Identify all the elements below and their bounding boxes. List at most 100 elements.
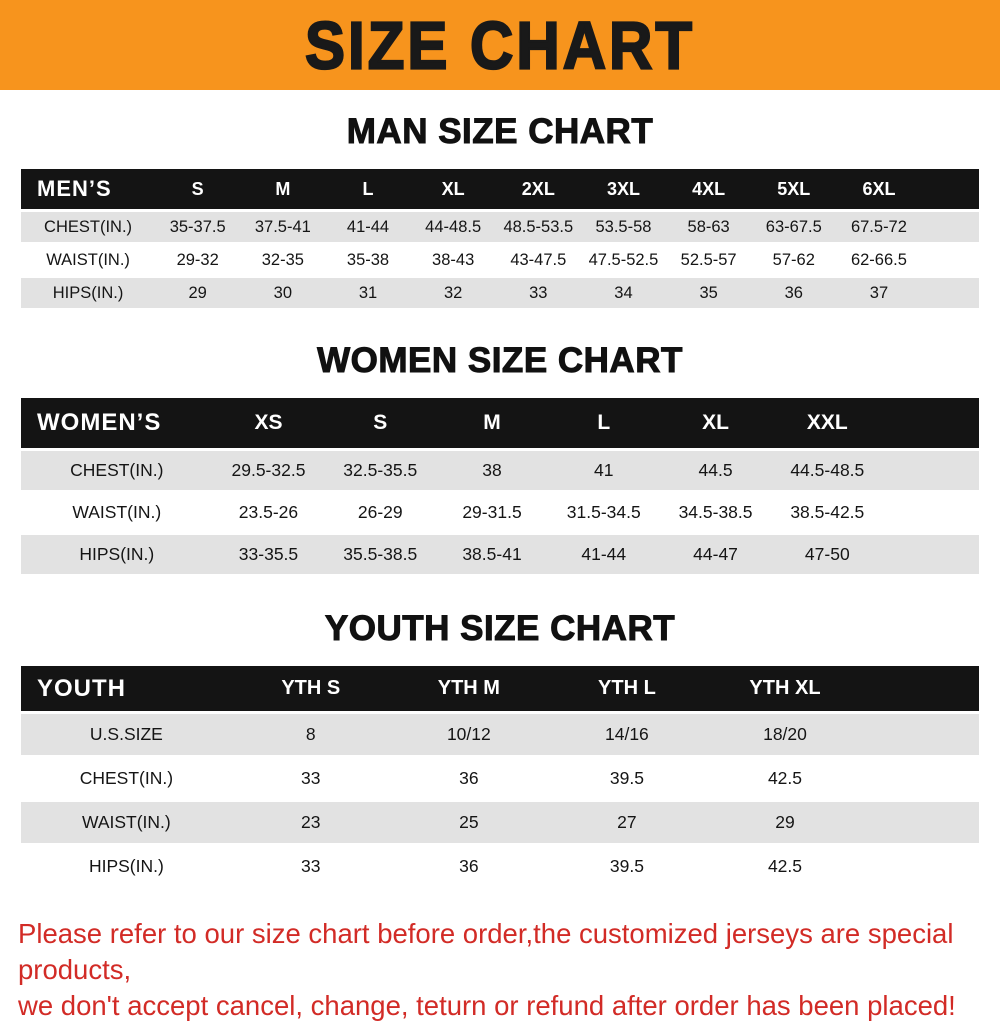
size-cell: 39.5 [548,846,706,887]
size-cell: 30 [240,278,325,308]
spacer-cell [922,212,979,242]
size-cell: 26-29 [324,493,436,532]
size-column-header: 5XL [751,169,836,209]
size-column-header: L [548,398,660,448]
size-column-header: S [324,398,436,448]
size-cell: 35 [666,278,751,308]
footer-line-2: we don't accept cancel, change, teturn o… [18,988,1000,1023]
size-cell: 33 [232,758,390,799]
spacer-cell [922,245,979,275]
women-section-heading: WOMEN SIZE CHART [0,341,1000,381]
size-column-header: YTH L [548,666,706,711]
size-column-header: YTH M [390,666,548,711]
size-cell: 32 [411,278,496,308]
page-title: SIZE CHART [305,6,695,83]
size-cell: 44.5 [660,451,772,490]
size-cell: 29-32 [155,245,240,275]
size-cell: 29.5-32.5 [213,451,325,490]
size-column-header: 6XL [836,169,921,209]
size-cell: 35-38 [325,245,410,275]
size-cell: 67.5-72 [836,212,921,242]
size-cell: 44-48.5 [411,212,496,242]
size-column-header: 3XL [581,169,666,209]
size-cell: 29 [706,802,864,843]
row-label: CHEST(IN.) [21,451,213,490]
size-cell: 41 [548,451,660,490]
size-cell: 39.5 [548,758,706,799]
spacer-cell [864,846,979,887]
size-cell: 37 [836,278,921,308]
size-cell: 47.5-52.5 [581,245,666,275]
size-cell: 25 [390,802,548,843]
table-corner-label: WOMEN’S [21,398,213,448]
size-cell: 35-37.5 [155,212,240,242]
banner: SIZE CHART [0,0,1000,90]
spacer-cell [864,802,979,843]
size-cell: 36 [751,278,836,308]
size-column-header: YTH S [232,666,390,711]
size-cell: 37.5-41 [240,212,325,242]
row-label: WAIST(IN.) [21,245,155,275]
size-column-header: XL [660,398,772,448]
size-column-header: XS [213,398,325,448]
row-label: HIPS(IN.) [21,278,155,308]
size-cell: 38.5-41 [436,535,548,574]
size-cell: 52.5-57 [666,245,751,275]
size-cell: 33 [496,278,581,308]
size-cell: 41-44 [325,212,410,242]
men-section-heading: MAN SIZE CHART [0,112,1000,152]
size-cell: 57-62 [751,245,836,275]
size-cell: 58-63 [666,212,751,242]
size-cell: 23.5-26 [213,493,325,532]
size-cell: 29 [155,278,240,308]
row-label: WAIST(IN.) [21,802,232,843]
size-column-header: 4XL [666,169,751,209]
row-label: HIPS(IN.) [21,846,232,887]
footer-line-1: Please refer to our size chart before or… [18,916,1000,988]
size-cell: 42.5 [706,758,864,799]
size-cell: 36 [390,758,548,799]
spacer-cell [922,278,979,308]
size-column-header: S [155,169,240,209]
spacer-cell [883,535,979,574]
size-cell: 41-44 [548,535,660,574]
table-corner-label: YOUTH [21,666,232,711]
row-label: CHEST(IN.) [21,212,155,242]
size-cell: 44.5-48.5 [771,451,883,490]
size-column-header: M [436,398,548,448]
size-cell: 33-35.5 [213,535,325,574]
size-cell: 48.5-53.5 [496,212,581,242]
spacer-cell [922,169,979,209]
size-cell: 35.5-38.5 [324,535,436,574]
spacer-cell [864,666,979,711]
size-cell: 34.5-38.5 [660,493,772,532]
spacer-cell [864,714,979,755]
size-cell: 63-67.5 [751,212,836,242]
size-cell: 53.5-58 [581,212,666,242]
size-cell: 18/20 [706,714,864,755]
table-corner-label: MEN’S [21,169,155,209]
size-column-header: XXL [771,398,883,448]
spacer-cell [883,493,979,532]
spacer-cell [883,398,979,448]
row-label: HIPS(IN.) [21,535,213,574]
size-cell: 38 [436,451,548,490]
size-column-header: 2XL [496,169,581,209]
spacer-cell [883,451,979,490]
